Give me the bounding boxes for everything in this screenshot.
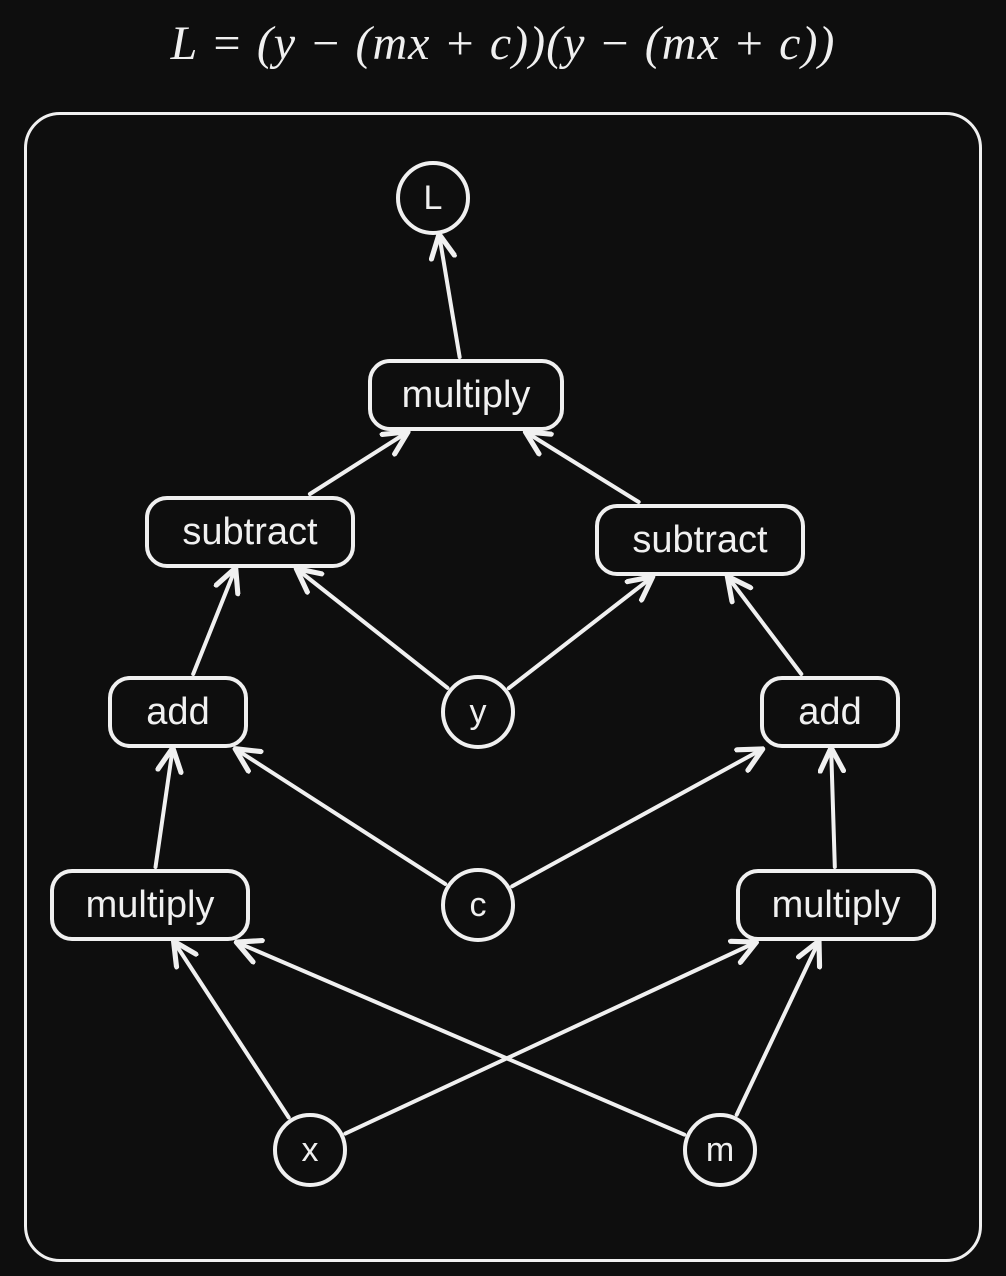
label-x: x [302,1131,319,1170]
node-multiply-top: multiply [368,359,564,431]
node-m: m [683,1113,757,1187]
label-add-left: add [146,691,209,734]
label-subtract-left: subtract [182,511,317,554]
label-add-right: add [798,691,861,734]
node-multiply-left: multiply [50,869,250,941]
label-c: c [470,886,487,925]
diagram-stage: L = (y − (mx + c))(y − (mx + c)) L multi… [0,0,1006,1276]
node-c: c [441,868,515,942]
node-x: x [273,1113,347,1187]
label-m: m [706,1131,734,1170]
node-subtract-left: subtract [145,496,355,568]
node-subtract-right: subtract [595,504,805,576]
label-multiply-top: multiply [402,374,531,417]
node-multiply-right: multiply [736,869,936,941]
node-L: L [396,161,470,235]
node-y: y [441,675,515,749]
label-subtract-right: subtract [632,519,767,562]
label-multiply-left: multiply [86,884,215,927]
label-y: y [470,693,487,732]
node-add-right: add [760,676,900,748]
node-add-left: add [108,676,248,748]
equation-text: L = (y − (mx + c))(y − (mx + c)) [0,16,1006,71]
label-L: L [424,179,443,218]
label-multiply-right: multiply [772,884,901,927]
